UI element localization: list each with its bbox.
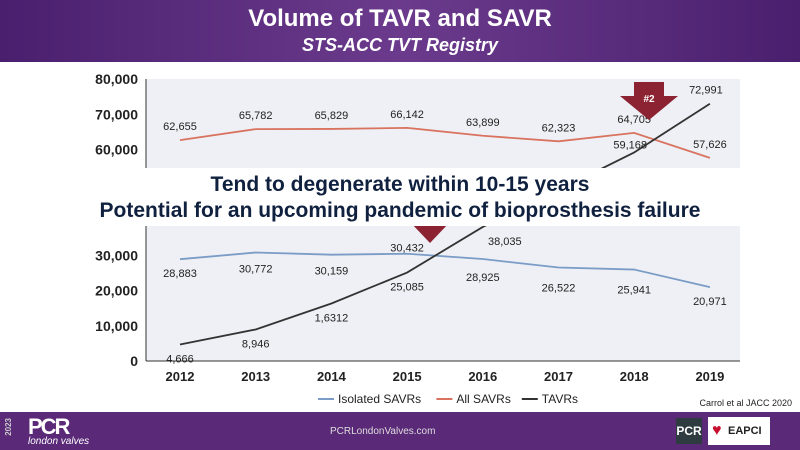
y-tick-label: 80,000 [95,71,138,87]
data-label: 25,085 [390,282,424,294]
data-label: 63,899 [466,117,500,129]
series-line-tavrs [179,102,711,346]
x-tick-label: 2017 [544,369,573,384]
x-tick-label: 2018 [620,369,649,384]
x-tick-label: 2014 [317,369,347,384]
y-tick-label: 70,000 [95,106,138,122]
line-chart: 0 10,000 20,000 30,000 60,000 70,000 80,000 201… [95,71,740,406]
data-label: 8,946 [242,338,270,350]
data-label: 59,168 [613,139,647,151]
eapci-logo: ♥ EAPCI [708,417,770,445]
footer-url[interactable]: PCRLondonValves.com [330,426,436,437]
legend-label: All SAVRs [456,392,510,406]
eapci-text: EAPCI [728,425,762,437]
slide-subtitle: STS-ACC TVT Registry [301,35,499,55]
overlay-line-2: Potential for an upcoming pandemic of bi… [99,199,701,222]
data-label: 65,782 [239,110,273,122]
x-tick-label: 2012 [166,369,195,384]
data-label: 30,432 [390,243,424,255]
legend-label: TAVRs [542,392,578,406]
overlay-line-1: Tend to degenerate within 10-15 years [210,173,590,196]
data-label: 30,772 [239,264,273,276]
pcr-badge: PCR [676,418,702,444]
x-tick-label: 2015 [393,369,422,384]
y-tick-label: 20,000 [95,283,138,299]
series-line-isolated-savrs [179,251,711,288]
x-tick-label: 2016 [468,369,497,384]
data-label: 38,035 [488,236,522,248]
down-arrow-1 [410,222,450,243]
data-label: 57,626 [693,139,727,151]
pcr-logo-subtitle: london valves [28,436,90,447]
heart-icon: ♥ [712,422,722,439]
x-tick-label: 2013 [241,369,270,384]
data-label: 72,991 [689,85,723,97]
data-label: 28,925 [466,272,500,284]
y-tick-label: 30,000 [95,247,138,263]
legend-label: Isolated SAVRs [338,392,421,406]
series-line-all-savrs [179,126,711,159]
arrow-label: #2 [643,94,655,105]
data-label: 62,323 [542,122,576,134]
data-label: 1,6312 [315,313,349,325]
data-label: 66,142 [390,109,424,121]
data-label: 25,941 [617,285,651,297]
data-label: 30,159 [315,266,349,278]
y-tick-label: 0 [130,353,138,369]
footer: 2023 PCR london valves PCRLondonValves.c… [0,412,800,450]
x-tick-label: 2019 [695,369,724,384]
footer-year: 2023 [4,418,13,436]
data-label: 4,666 [166,354,194,366]
citation: Carrol et al JACC 2020 [699,398,792,408]
data-label: 26,522 [542,283,576,295]
y-tick-label: 10,000 [95,318,138,334]
y-tick-label: 60,000 [95,142,138,158]
data-label: 28,883 [163,268,197,280]
data-label: 64,705 [617,114,651,126]
down-arrow-2 [620,82,678,120]
pcr-logo: PCR [28,414,70,439]
data-label: 20,971 [693,296,727,308]
overlay-text: Tend to degenerate within 10-15 years Po… [0,168,800,226]
data-label: 62,655 [163,121,197,133]
data-label: 65,829 [315,110,349,122]
slide-title: Volume of TAVR and SAVR [248,5,552,32]
slide-header: Volume of TAVR and SAVR STS-ACC TVT Regi… [0,0,800,62]
